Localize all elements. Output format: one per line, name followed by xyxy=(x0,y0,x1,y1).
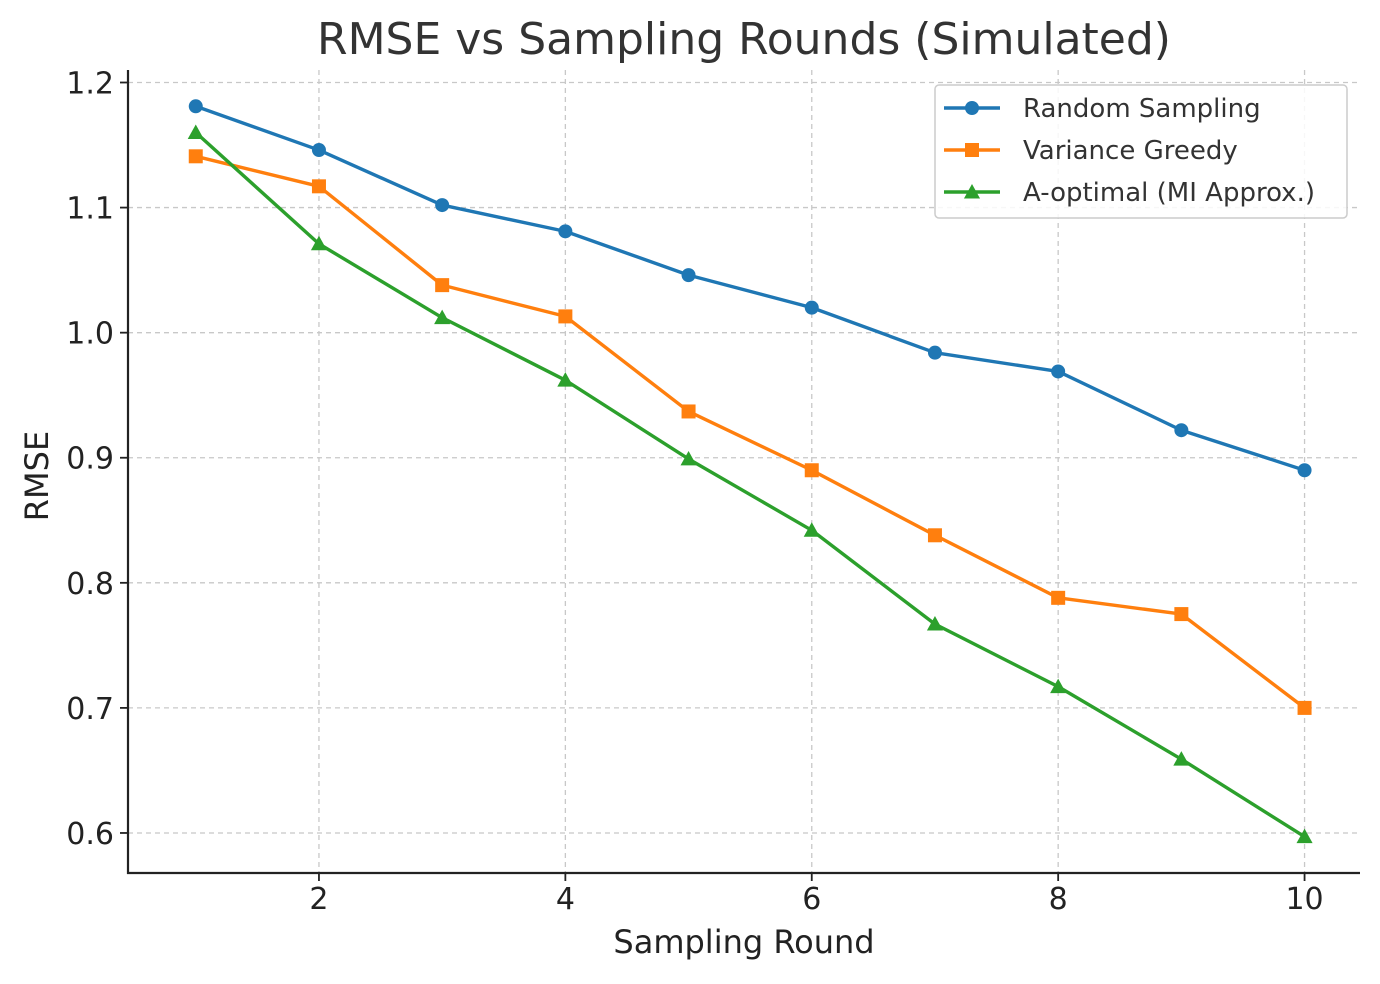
y-tick-label: 1.2 xyxy=(66,67,114,102)
series-layer xyxy=(187,99,1313,844)
legend-marker xyxy=(965,143,979,157)
axes-layer: 2 4 6 8 10 0.6 0.7 0.8 0.9 1.0 1.1 1.2 xyxy=(66,67,1360,917)
y-tick-label: 0.8 xyxy=(66,567,114,602)
data-point xyxy=(926,616,944,631)
y-axis-label: RMSE xyxy=(18,431,56,521)
data-point xyxy=(558,309,573,324)
legend-label: A-optimal (MI Approx.) xyxy=(1023,178,1315,208)
legend-label: Random Sampling xyxy=(1023,94,1261,124)
x-tick-label: 6 xyxy=(802,882,821,917)
data-point xyxy=(188,99,203,114)
legend-label: Variance Greedy xyxy=(1023,136,1238,166)
series-variance-greedy xyxy=(188,149,1312,715)
y-tick-label: 0.9 xyxy=(66,442,114,477)
x-tick-label: 10 xyxy=(1285,882,1323,917)
series-random-sampling xyxy=(188,99,1312,478)
y-tick-label: 1.0 xyxy=(66,317,114,352)
series-line xyxy=(195,154,1306,710)
data-point xyxy=(434,309,451,325)
x-tick-label: 2 xyxy=(309,882,328,917)
legend-item: Random Sampling xyxy=(944,94,1261,124)
x-axis-label: Sampling Round xyxy=(613,923,874,961)
data-point xyxy=(310,235,328,251)
data-point xyxy=(557,372,574,387)
y-tick-label: 1.1 xyxy=(66,192,114,227)
data-point xyxy=(558,224,573,239)
data-point xyxy=(927,528,942,543)
y-tick-label: 0.6 xyxy=(66,817,114,852)
data-point xyxy=(804,300,819,315)
data-point xyxy=(681,404,696,419)
legend-item: A-optimal (MI Approx.) xyxy=(944,178,1315,208)
legend-marker xyxy=(965,101,979,115)
data-point xyxy=(1297,463,1312,478)
data-point xyxy=(311,143,326,158)
data-point xyxy=(1051,590,1066,605)
data-point xyxy=(1297,700,1312,715)
series-line xyxy=(195,104,1306,472)
legend-item: Variance Greedy xyxy=(944,136,1238,166)
legend-marker xyxy=(963,183,981,199)
data-point xyxy=(1173,751,1190,766)
series-line xyxy=(194,131,1306,839)
data-point xyxy=(1051,364,1066,379)
legend-box xyxy=(934,84,1348,219)
y-tick-label: 0.7 xyxy=(66,692,114,727)
data-point xyxy=(1296,828,1313,844)
data-point xyxy=(187,124,204,139)
data-point xyxy=(1050,678,1067,694)
data-point xyxy=(927,345,942,360)
data-point xyxy=(188,149,203,164)
data-point xyxy=(803,522,820,537)
data-point xyxy=(680,450,697,466)
data-point xyxy=(435,198,450,213)
data-point xyxy=(804,463,819,478)
chart-title: RMSE vs Sampling Rounds (Simulated) xyxy=(317,14,1171,65)
data-point xyxy=(1174,423,1189,438)
data-point xyxy=(1174,607,1189,622)
legend: Random Sampling Variance Greedy A-optimal … xyxy=(934,84,1348,219)
x-tick-label: 4 xyxy=(556,882,575,917)
data-point xyxy=(435,278,450,293)
data-point xyxy=(311,179,326,194)
series-a-optimal-mi-approx xyxy=(187,124,1313,844)
x-tick-label: 8 xyxy=(1049,882,1068,917)
data-point xyxy=(681,268,696,283)
